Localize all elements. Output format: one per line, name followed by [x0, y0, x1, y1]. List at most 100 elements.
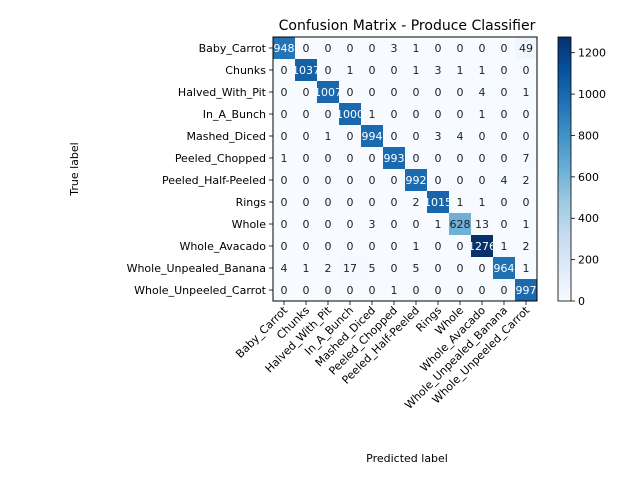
cell-value-label: 0	[325, 240, 332, 253]
colorbar: 0 200 400 600 800 1000 1200	[557, 36, 606, 308]
y-tick-label: Whole_Unpeeled_Carrot	[134, 284, 267, 297]
matrix-cell	[405, 235, 428, 258]
matrix-cell	[493, 169, 516, 192]
matrix-cell	[493, 213, 516, 236]
matrix-cell	[317, 257, 340, 280]
cell-value-label: 994	[362, 130, 383, 143]
colorbar-frame	[557, 36, 572, 302]
cell-value-label: 0	[391, 262, 398, 275]
matrix-cell	[405, 191, 428, 214]
colorbar-tick-label: 1000	[578, 88, 606, 101]
matrix-cell	[405, 125, 428, 148]
cell-value-label: 0	[523, 108, 530, 121]
matrix-cell	[339, 59, 362, 82]
cell-value-label: 4	[501, 174, 508, 187]
cell-value-label: 0	[413, 284, 420, 297]
matrix-cell	[515, 169, 538, 192]
cell-value-label: 0	[303, 240, 310, 253]
matrix-cell	[471, 213, 494, 236]
cell-value-label: 0	[501, 196, 508, 209]
cell-value-label: 0	[369, 284, 376, 297]
cell-value-label: 0	[391, 64, 398, 77]
cell-value-label: 1	[281, 152, 288, 165]
matrix-cell	[449, 147, 472, 170]
matrix-cell	[515, 125, 538, 148]
cell-value-label: 0	[281, 86, 288, 99]
cell-value-label: 1	[479, 108, 486, 121]
cell-value-label: 49	[519, 42, 533, 55]
y-tick-label: Rings	[236, 196, 267, 209]
matrix-cell	[471, 59, 494, 82]
cell-value-label: 1	[391, 284, 398, 297]
matrix-cell	[339, 103, 362, 126]
cell-value-label: 0	[501, 152, 508, 165]
matrix-cell	[295, 59, 318, 82]
cell-value-label: 1	[347, 64, 354, 77]
matrix-cell	[295, 213, 318, 236]
matrix-cell	[449, 191, 472, 214]
cell-value-label: 13	[475, 218, 489, 231]
cell-value-label: 5	[369, 262, 376, 275]
matrix-cell	[273, 103, 296, 126]
matrix-cell	[339, 257, 362, 280]
matrix-cell	[383, 125, 406, 148]
matrix-cell	[317, 103, 340, 126]
matrix-cell	[515, 59, 538, 82]
cell-value-label: 0	[435, 284, 442, 297]
matrix-cell	[427, 81, 450, 104]
cell-value-label: 2	[413, 196, 420, 209]
matrix-cell	[493, 37, 516, 60]
matrix-cell	[317, 235, 340, 258]
matrix-cell	[361, 257, 384, 280]
cell-value-label: 0	[303, 284, 310, 297]
cell-value-label: 0	[501, 42, 508, 55]
cell-value-label: 1	[479, 64, 486, 77]
cell-value-label: 1276	[468, 240, 496, 253]
matrix-cell	[273, 81, 296, 104]
cell-value-label: 0	[325, 42, 332, 55]
cell-value-label: 993	[384, 152, 405, 165]
cell-value-label: 0	[325, 108, 332, 121]
matrix-cell	[317, 147, 340, 170]
matrix-cell	[471, 125, 494, 148]
matrix-cell	[493, 81, 516, 104]
y-tick-label: Mashed_Diced	[186, 130, 266, 143]
cell-value-label: 0	[369, 64, 376, 77]
cell-value-label: 0	[281, 284, 288, 297]
cell-value-label: 1015	[424, 196, 452, 209]
matrix-cell	[295, 169, 318, 192]
cell-value-label: 1	[369, 108, 376, 121]
cell-value-label: 0	[369, 240, 376, 253]
matrix-cell	[405, 37, 428, 60]
cell-value-label: 0	[523, 64, 530, 77]
cell-value-label: 3	[435, 64, 442, 77]
matrix-cell	[317, 59, 340, 82]
matrix-cell	[273, 169, 296, 192]
cell-value-label: 0	[479, 262, 486, 275]
cell-value-label: 0	[413, 130, 420, 143]
cell-value-label: 1000	[336, 108, 364, 121]
matrix-cell	[427, 279, 450, 302]
matrix-cell	[471, 235, 494, 258]
cell-value-label: 0	[435, 86, 442, 99]
cell-value-label: 0	[435, 174, 442, 187]
cell-value-label: 1037	[292, 64, 320, 77]
cell-value-label: 0	[501, 64, 508, 77]
colorbar-tick-label: 200	[578, 254, 599, 267]
cell-value-label: 0	[369, 174, 376, 187]
matrix-cell	[273, 59, 296, 82]
cell-value-label: 0	[501, 218, 508, 231]
matrix-cell	[383, 191, 406, 214]
cell-value-label: 0	[391, 130, 398, 143]
cell-value-label: 0	[303, 196, 310, 209]
cell-value-label: 0	[281, 64, 288, 77]
y-tick-label: Peeled_Half-Peeled	[162, 174, 266, 187]
cell-value-label: 0	[281, 218, 288, 231]
cell-value-label: 1	[413, 64, 420, 77]
matrix-cell	[361, 279, 384, 302]
matrix-cell	[339, 125, 362, 148]
matrix-cell	[427, 125, 450, 148]
matrix-cell	[493, 279, 516, 302]
matrix-cell	[317, 81, 340, 104]
matrix-cell	[317, 213, 340, 236]
